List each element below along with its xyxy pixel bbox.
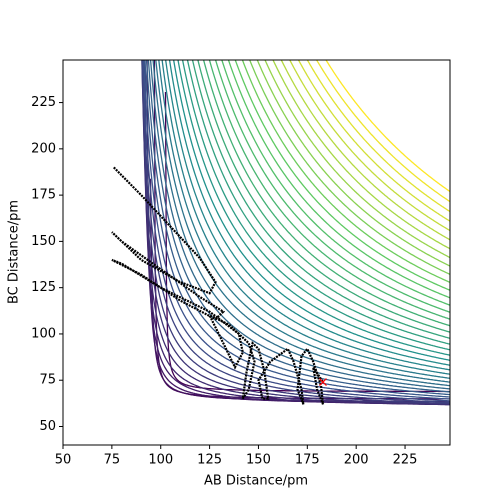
contour-line <box>144 60 450 398</box>
contour-line <box>234 60 450 291</box>
contour-line <box>315 60 450 203</box>
contour-line <box>141 60 450 405</box>
contour-line <box>191 60 450 339</box>
x-tick-label: 50 <box>55 453 72 468</box>
contour-line <box>325 60 450 193</box>
y-tick-label: 175 <box>31 188 56 203</box>
contour-line <box>227 60 450 299</box>
y-tick-label: 125 <box>31 280 56 295</box>
contour-line <box>249 60 450 276</box>
contour-line <box>177 60 450 356</box>
x-tick-label: 125 <box>197 453 222 468</box>
y-tick-label: 200 <box>31 141 56 156</box>
contour-line <box>149 60 450 390</box>
contour-line <box>181 60 450 351</box>
contour-line <box>164 91 450 393</box>
contour-line <box>297 60 450 222</box>
contour-line <box>158 60 450 379</box>
contour-line <box>141 60 450 406</box>
contour-line <box>144 60 450 405</box>
end-marker <box>319 378 327 386</box>
x-tick-label: 200 <box>344 453 369 468</box>
y-tick-label: 100 <box>31 326 56 341</box>
contour-line <box>155 60 450 383</box>
contour-line <box>145 60 450 396</box>
contour-line <box>208 60 450 320</box>
contour-line <box>161 60 450 375</box>
contour-line <box>141 60 450 405</box>
contour-line <box>289 60 450 232</box>
y-axis-label: BC Distance/pm <box>7 200 22 304</box>
y-tick-label: 50 <box>39 419 56 434</box>
contour-layer <box>141 60 450 406</box>
contour-line <box>256 60 450 267</box>
x-tick-label: 175 <box>295 453 320 468</box>
contour-line <box>165 60 450 371</box>
y-tick-label: 150 <box>31 234 56 249</box>
contour-line <box>272 60 450 250</box>
contour-line <box>142 60 450 402</box>
plot-frame <box>62 59 451 446</box>
x-tick-label: 100 <box>148 453 173 468</box>
contour-line <box>141 60 450 403</box>
contour-line <box>202 60 450 327</box>
contour-line <box>152 60 450 387</box>
contour-line <box>221 60 450 306</box>
contour-line <box>143 60 450 400</box>
contour-line <box>186 60 450 345</box>
contour-line <box>168 60 450 366</box>
contour-line <box>241 60 450 284</box>
contour-line <box>280 60 450 241</box>
trajectory-layer <box>111 166 327 405</box>
y-tick-label: 75 <box>39 373 56 388</box>
x-tick-label: 75 <box>104 453 121 468</box>
x-tick-label: 150 <box>246 453 271 468</box>
y-tick-label: 225 <box>31 95 56 110</box>
contour-line <box>172 60 450 361</box>
contour-line <box>264 60 450 259</box>
contour-line <box>306 60 450 213</box>
contour-line <box>197 60 450 333</box>
end-marker-stroke <box>319 378 327 386</box>
x-tick-label: 225 <box>393 453 418 468</box>
contour-line <box>214 60 450 313</box>
x-axis-label: AB Distance/pm <box>204 474 308 489</box>
